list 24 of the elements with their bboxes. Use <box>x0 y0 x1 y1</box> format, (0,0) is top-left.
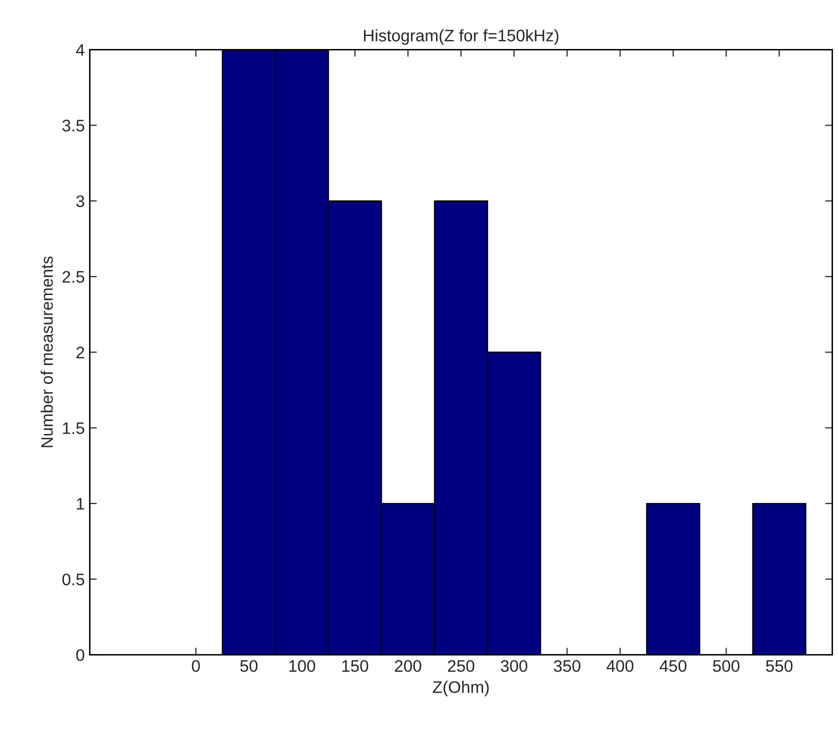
x-tick-label: 50 <box>240 660 258 672</box>
y-tick-label: 3.5 <box>62 120 84 132</box>
y-tick-label: 0.5 <box>62 574 84 586</box>
y-tick-label: 1.5 <box>63 422 84 434</box>
x-tick-label: 550 <box>766 660 793 672</box>
y-tick-label: 4 <box>76 44 84 56</box>
x-tick-label: 450 <box>660 660 686 672</box>
y-tick-label: 0 <box>76 649 84 662</box>
x-tick-label: 400 <box>606 660 634 672</box>
y-tick-label: 2 <box>76 346 84 358</box>
x-axis-title: Z(Ohm) <box>432 680 489 696</box>
x-tick-label: 300 <box>500 660 528 672</box>
y-tick-label: 1 <box>76 498 84 510</box>
x-tick-label: 350 <box>554 660 580 672</box>
y-axis-title: Number of measurements <box>40 256 53 448</box>
x-tick-label: 500 <box>712 660 740 672</box>
x-tick-label: 200 <box>394 660 422 672</box>
x-tick-label: 0 <box>192 660 200 672</box>
chart-title: Histogram(Z for f=150kHz) <box>364 29 558 45</box>
y-tick-label: 3 <box>76 195 84 208</box>
x-tick-label: 150 <box>342 660 368 672</box>
x-tick-label: 250 <box>448 660 474 672</box>
y-tick-label: 2.5 <box>62 270 84 283</box>
x-tick-label: 100 <box>289 660 316 672</box>
